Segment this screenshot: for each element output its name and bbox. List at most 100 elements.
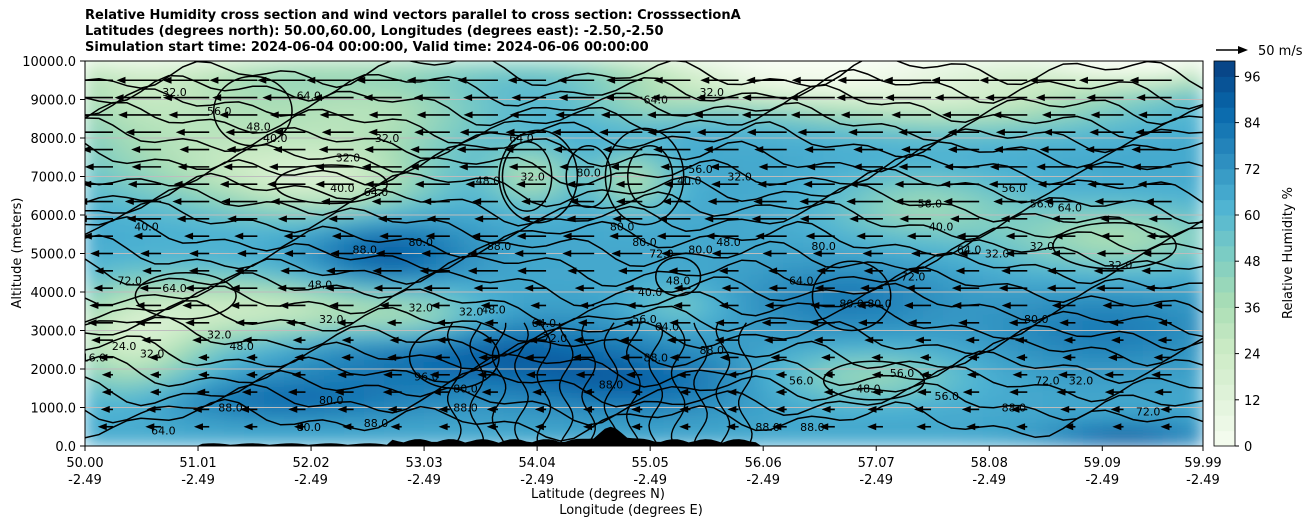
- field-cell: [1182, 401, 1203, 417]
- wind-arrow-head: [823, 388, 833, 396]
- field-cell: [863, 312, 885, 329]
- wind-arrow-head: [438, 423, 448, 431]
- field-cell: [583, 75, 605, 92]
- chart-title-line-2: Latitudes (degrees north): 50.00,60.00, …: [85, 24, 664, 39]
- wind-arrow-head: [1005, 250, 1015, 257]
- x-tick-label-longitude: -2.49: [68, 473, 102, 488]
- x-tick-label-longitude: -2.49: [746, 473, 780, 488]
- field-cell: [583, 282, 605, 299]
- wind-arrow-head: [853, 146, 863, 154]
- field-cell: [923, 282, 944, 299]
- field-cell: [723, 149, 745, 166]
- field-cell: [903, 430, 924, 446]
- field-cell: [304, 386, 326, 403]
- field-cell: [224, 341, 246, 358]
- wind-arrow-head: [524, 284, 534, 292]
- field-cell: [843, 430, 865, 446]
- field-cell: [383, 238, 405, 254]
- field-cell: [1182, 282, 1203, 299]
- field-cell: [543, 253, 565, 269]
- field-cell: [85, 75, 106, 92]
- field-cell: [1122, 312, 1144, 329]
- wind-arrow-head: [711, 180, 721, 188]
- field-cell: [683, 223, 705, 240]
- field-cell: [503, 312, 525, 329]
- field-cell: [124, 238, 146, 254]
- x-tick-label-latitude: 59.99: [1184, 456, 1221, 471]
- contour-label: 56.0: [934, 390, 959, 403]
- wind-arrow-head: [1104, 388, 1114, 396]
- wind-arrow-head: [660, 163, 670, 171]
- field-cell: [344, 253, 365, 269]
- wind-arrow-head: [799, 198, 809, 206]
- field-cell: [164, 401, 186, 417]
- field-cell: [483, 223, 505, 240]
- field-cell: [663, 341, 685, 358]
- field-cell: [962, 104, 984, 121]
- field-cell: [463, 61, 485, 77]
- field-cell: [304, 327, 326, 343]
- wind-arrow-head: [1107, 353, 1117, 361]
- wind-arrow-head: [1144, 198, 1154, 206]
- contour-label: 64.0: [509, 132, 534, 145]
- colorbar-band: [1214, 292, 1235, 308]
- wind-arrow-head: [1062, 353, 1072, 361]
- wind-arrow-head: [903, 301, 913, 309]
- wind-arrow-head: [626, 371, 636, 379]
- wind-arrow-head: [223, 163, 233, 171]
- field-cell: [743, 341, 765, 358]
- y-tick-label: 9000.0: [31, 94, 77, 109]
- field-cell: [883, 119, 905, 136]
- field-cell: [1122, 297, 1144, 314]
- field-cell: [603, 386, 625, 403]
- field-cell: [683, 75, 705, 92]
- wind-arrow-head: [1096, 250, 1106, 257]
- field-cell: [124, 267, 146, 284]
- wind-arrow-head: [221, 198, 231, 206]
- field-cell: [224, 238, 246, 254]
- wind-arrow-head: [268, 163, 278, 171]
- field-cell: [344, 149, 365, 166]
- wind-arrow-head: [486, 405, 496, 413]
- wind-arrow-head: [575, 371, 585, 379]
- wind-arrow-head: [127, 180, 137, 188]
- field-cell: [244, 223, 266, 240]
- field-cell: [723, 104, 745, 121]
- field-cell: [1182, 119, 1203, 136]
- wind-arrow-head: [857, 319, 867, 327]
- field-cell: [1002, 415, 1024, 432]
- wind-arrow-head: [666, 336, 676, 344]
- contour-label: 40.0: [677, 174, 702, 187]
- wind-arrow-head: [1001, 301, 1011, 309]
- field-cell: [423, 282, 445, 299]
- field-cell: [304, 193, 326, 210]
- field-cell: [204, 208, 226, 225]
- wind-arrow-head: [262, 94, 272, 102]
- field-cell: [1062, 430, 1084, 446]
- contour-label: 88.0: [699, 344, 724, 357]
- field-cell: [1062, 267, 1084, 284]
- field-cell: [284, 75, 306, 92]
- field-cell: [1142, 223, 1164, 240]
- wind-arrow-head: [631, 388, 641, 396]
- wind-arrow-head: [101, 388, 111, 396]
- wind-arrow-head: [414, 180, 424, 188]
- field-cell: [863, 208, 885, 225]
- field-cell: [583, 341, 605, 358]
- field-cell: [224, 401, 246, 417]
- field-cell: [1162, 282, 1184, 299]
- wind-arrow-head: [71, 77, 80, 84]
- wind-arrow-head: [361, 163, 371, 171]
- field-cell: [244, 415, 266, 432]
- contour-label: 80.0: [319, 394, 344, 407]
- wind-arrow-head: [911, 250, 921, 257]
- field-cell: [663, 312, 685, 329]
- wind-arrow-head: [770, 353, 780, 361]
- contour-loop: [811, 260, 892, 332]
- wind-arrow-head: [1087, 180, 1097, 188]
- wind-arrow-head: [162, 76, 172, 84]
- wind-arrow-head: [1089, 128, 1099, 136]
- field-cell: [982, 386, 1004, 403]
- field-cell: [803, 356, 825, 373]
- y-tick-label: 10000.0: [22, 55, 76, 70]
